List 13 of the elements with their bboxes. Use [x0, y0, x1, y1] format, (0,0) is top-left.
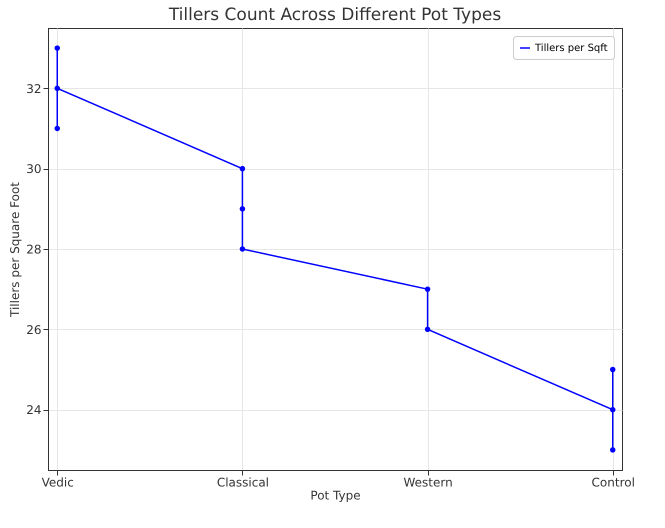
chart-title: Tillers Count Across Different Pot Types: [168, 5, 502, 25]
y-tick-label: 24: [26, 403, 42, 418]
y-tick-label: 26: [26, 322, 42, 337]
y-tick-label: 30: [26, 162, 42, 176]
x-tick-label: Control: [592, 476, 635, 490]
x-tick-label: Vedic: [42, 476, 74, 490]
x-axis-title: Pot Type: [310, 488, 361, 502]
x-tick-label: Western: [403, 476, 453, 490]
y-tick-label: 28: [26, 242, 42, 256]
legend-label: Tillers per Sqft: [534, 43, 608, 54]
y-axis-title: Tillers per Square Foot: [8, 182, 22, 318]
x-tick-label: Classical: [216, 476, 270, 490]
y-tick-label: 32: [26, 82, 42, 96]
